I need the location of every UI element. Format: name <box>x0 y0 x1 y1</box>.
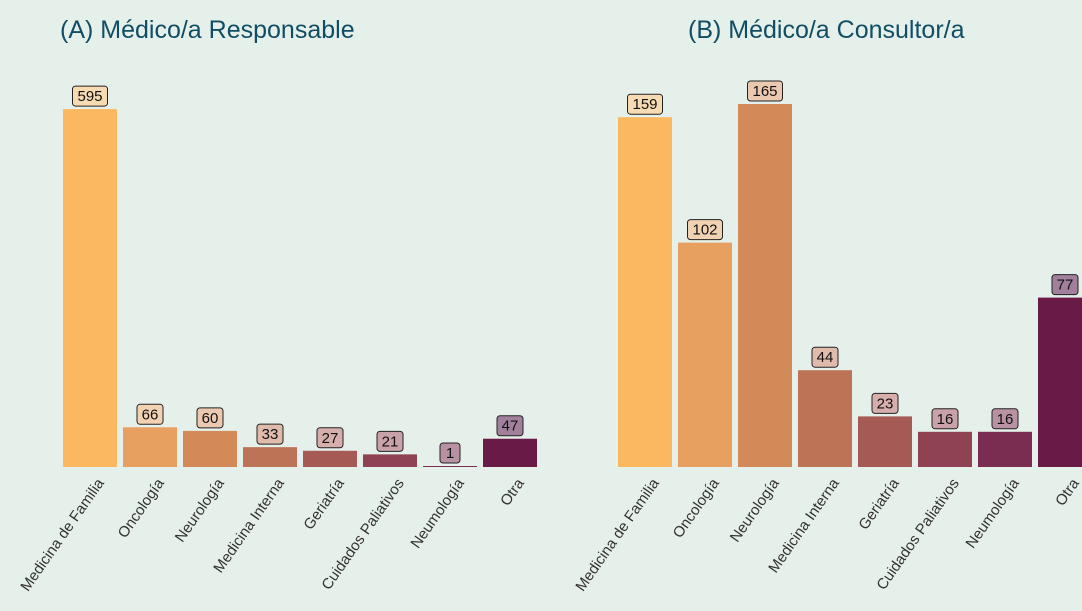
panel-b-value-label-text-neumologia: 16 <box>997 411 1014 428</box>
panel-a-value-label-text-neurologia: 60 <box>202 410 219 427</box>
panel-b-value-label-box-medicina-de-familia <box>627 93 663 115</box>
panel-a-value-label-neumologia: 1 <box>439 442 461 464</box>
panel-a-value-label-text-oncologia: 66 <box>142 406 159 423</box>
panel-a-bar-otra <box>483 438 537 467</box>
panel-a-bar-cuidados-paliativos <box>363 454 417 467</box>
panel-a-value-label-text-medicina-interna: 33 <box>262 426 279 443</box>
panel-b-bar-medicina-de-familia <box>618 117 672 467</box>
panel-b-bar-cuidados-paliativos <box>918 431 972 467</box>
panel-b-value-label-cuidados-paliativos: 16 <box>931 408 959 430</box>
panel-a-bars <box>63 109 537 467</box>
panel-b-value-label-text-otra: 77 <box>1057 277 1074 294</box>
panel-b-value-label-text-oncologia: 102 <box>692 222 717 239</box>
panel-a-value-label-box-neumologia <box>439 442 461 464</box>
panel-b-value-label-box-medicina-interna <box>811 346 839 368</box>
panel-a-value-label-oncologia: 66 <box>136 403 164 425</box>
panel-a-value-label-box-neurologia <box>196 407 224 429</box>
panel-a-value-label-box-geriatria <box>316 427 344 449</box>
panel-b-value-label-box-cuidados-paliativos <box>931 408 959 430</box>
panel-a-value-label-box-medicina-interna <box>256 423 284 445</box>
panel-b-value-label-text-neurologia: 165 <box>752 83 777 100</box>
panel-a-value-label-cuidados-paliativos: 21 <box>376 430 404 452</box>
panel-a-value-label-box-medicina-de-familia <box>72 85 108 107</box>
panel-a-value-label-medicina-interna: 33 <box>256 423 284 445</box>
panel-a-bar-neumologia <box>423 466 477 467</box>
panel-b-value-label-neurologia: 165 <box>747 80 783 102</box>
panel-b-value-label-box-neumologia <box>991 408 1019 430</box>
panel-b-value-label-geriatria: 23 <box>871 392 899 414</box>
panel-a-value-label-geriatria: 27 <box>316 427 344 449</box>
panel-a-value-label-neurologia: 60 <box>196 407 224 429</box>
panel-b-title: (B) Médico/a Consultor/a <box>688 16 965 44</box>
panel-a-value-label-text-geriatria: 27 <box>322 430 339 447</box>
panel-a-value-label-box-oncologia <box>136 403 164 425</box>
panel-a-value-label-box-cuidados-paliativos <box>376 430 404 452</box>
panel-b-bar-otra <box>1038 297 1082 467</box>
panel-a-value-label-text-medicina-de-familia: 595 <box>77 88 102 105</box>
panel-b-bar-medicina-interna <box>798 370 852 467</box>
panel-b-value-label-neumologia: 16 <box>991 408 1019 430</box>
panel-b-value-label-box-otra <box>1051 274 1079 296</box>
panel-b-bar-oncologia <box>678 242 732 467</box>
panel-a-value-label-text-cuidados-paliativos: 21 <box>382 433 399 450</box>
panel-a-value-label-otra: 47 <box>496 415 524 437</box>
panel-b-value-label-text-medicina-de-familia: 159 <box>632 96 657 113</box>
panel-b-value-label-text-medicina-interna: 44 <box>817 349 834 366</box>
panel-a-title: (A) Médico/a Responsable <box>60 16 355 44</box>
panel-b-value-label-medicina-de-familia: 159 <box>627 93 663 115</box>
panel-a-value-label-medicina-de-familia: 595 <box>72 85 108 107</box>
panel-a-value-labels: 595 66 60 33 27 21 1 47 <box>72 85 524 464</box>
panel-a-bar-neurologia <box>183 430 237 467</box>
panel-a-bar-oncologia <box>123 427 177 467</box>
panel-a-bar-medicina-de-familia <box>63 109 117 467</box>
panel-b-bars <box>618 104 1082 467</box>
panel-a-value-label-text-otra: 47 <box>502 418 519 435</box>
panel-a-bar-medicina-interna <box>243 447 297 467</box>
panel-b-value-label-box-geriatria <box>871 392 899 414</box>
panel-a-bar-geriatria <box>303 450 357 467</box>
panel-b-bar-neumologia <box>978 431 1032 467</box>
panel-b-value-label-medicina-interna: 44 <box>811 346 839 368</box>
panel-b-value-label-box-oncologia <box>687 219 723 241</box>
panel-b-value-labels: 159 102 165 44 23 16 16 77 <box>627 80 1079 430</box>
panel-a-value-label-box-otra <box>496 415 524 437</box>
panel-b-value-label-text-cuidados-paliativos: 16 <box>937 411 954 428</box>
panel-b-bar-neurologia <box>738 104 792 467</box>
panel-a-value-label-text-neumologia: 1 <box>446 445 454 462</box>
panel-b-value-label-box-neurologia <box>747 80 783 102</box>
panel-b-bar-geriatria <box>858 416 912 467</box>
panel-b-value-label-otra: 77 <box>1051 274 1079 296</box>
panel-b-value-label-oncologia: 102 <box>687 219 723 241</box>
panel-b-value-label-text-geriatria: 23 <box>877 395 894 412</box>
